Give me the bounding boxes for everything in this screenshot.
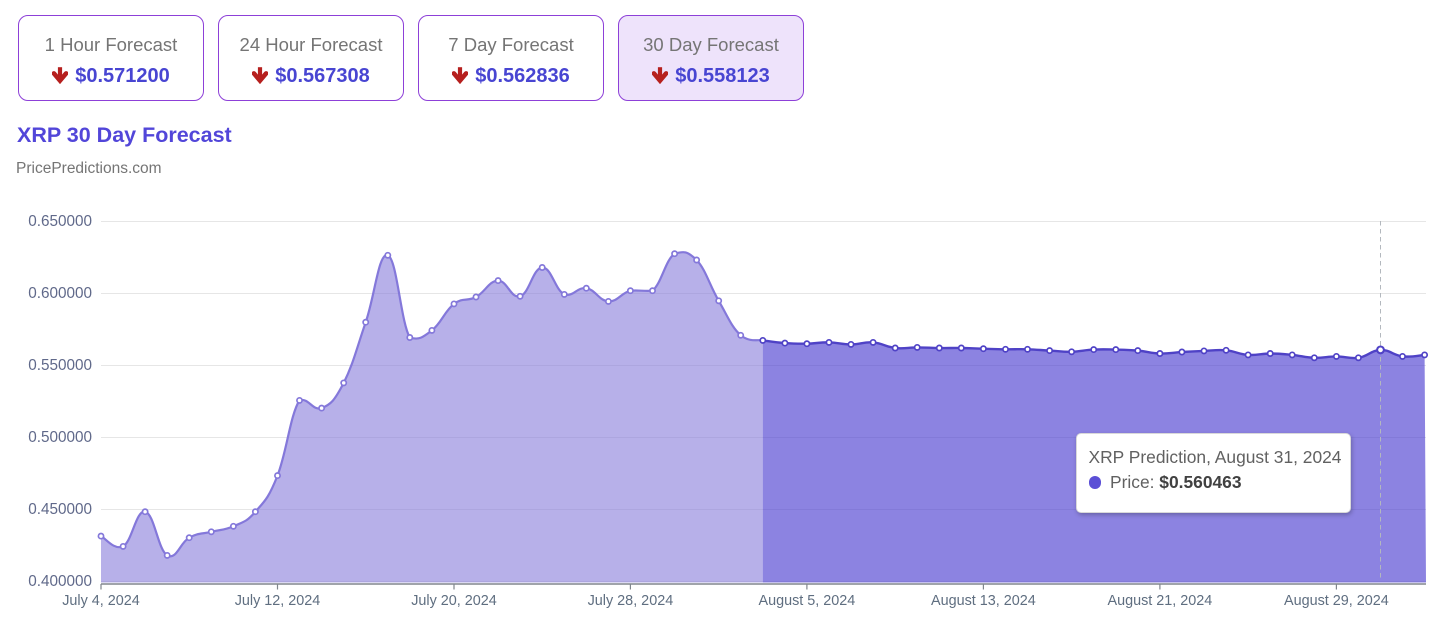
- svg-text:July 28, 2024: July 28, 2024: [588, 593, 674, 609]
- svg-text:July 20, 2024: July 20, 2024: [411, 593, 497, 609]
- svg-text:August 21, 2024: August 21, 2024: [1107, 593, 1212, 609]
- svg-text:0.550000: 0.550000: [28, 357, 92, 374]
- svg-text:0.400000: 0.400000: [28, 573, 92, 590]
- svg-text:August 5, 2024: August 5, 2024: [758, 593, 855, 609]
- svg-text:0.650000: 0.650000: [28, 213, 92, 230]
- svg-text:July 12, 2024: July 12, 2024: [235, 593, 321, 609]
- svg-text:0.450000: 0.450000: [28, 501, 92, 518]
- svg-text:July 4, 2024: July 4, 2024: [62, 593, 140, 609]
- svg-text:August 29, 2024: August 29, 2024: [1284, 593, 1389, 609]
- svg-text:0.500000: 0.500000: [28, 429, 92, 446]
- svg-text:0.600000: 0.600000: [28, 285, 92, 302]
- svg-text:August 13, 2024: August 13, 2024: [931, 593, 1036, 609]
